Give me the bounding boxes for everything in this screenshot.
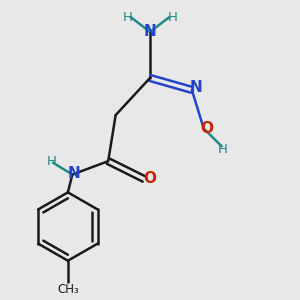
Text: N: N (144, 24, 156, 39)
Text: H: H (218, 143, 228, 156)
Text: H: H (167, 11, 177, 23)
Text: H: H (123, 11, 133, 23)
Text: H: H (46, 155, 56, 168)
Text: N: N (68, 166, 80, 181)
Text: O: O (200, 121, 213, 136)
Text: O: O (143, 172, 157, 187)
Text: CH₃: CH₃ (57, 283, 79, 296)
Text: N: N (190, 80, 203, 95)
